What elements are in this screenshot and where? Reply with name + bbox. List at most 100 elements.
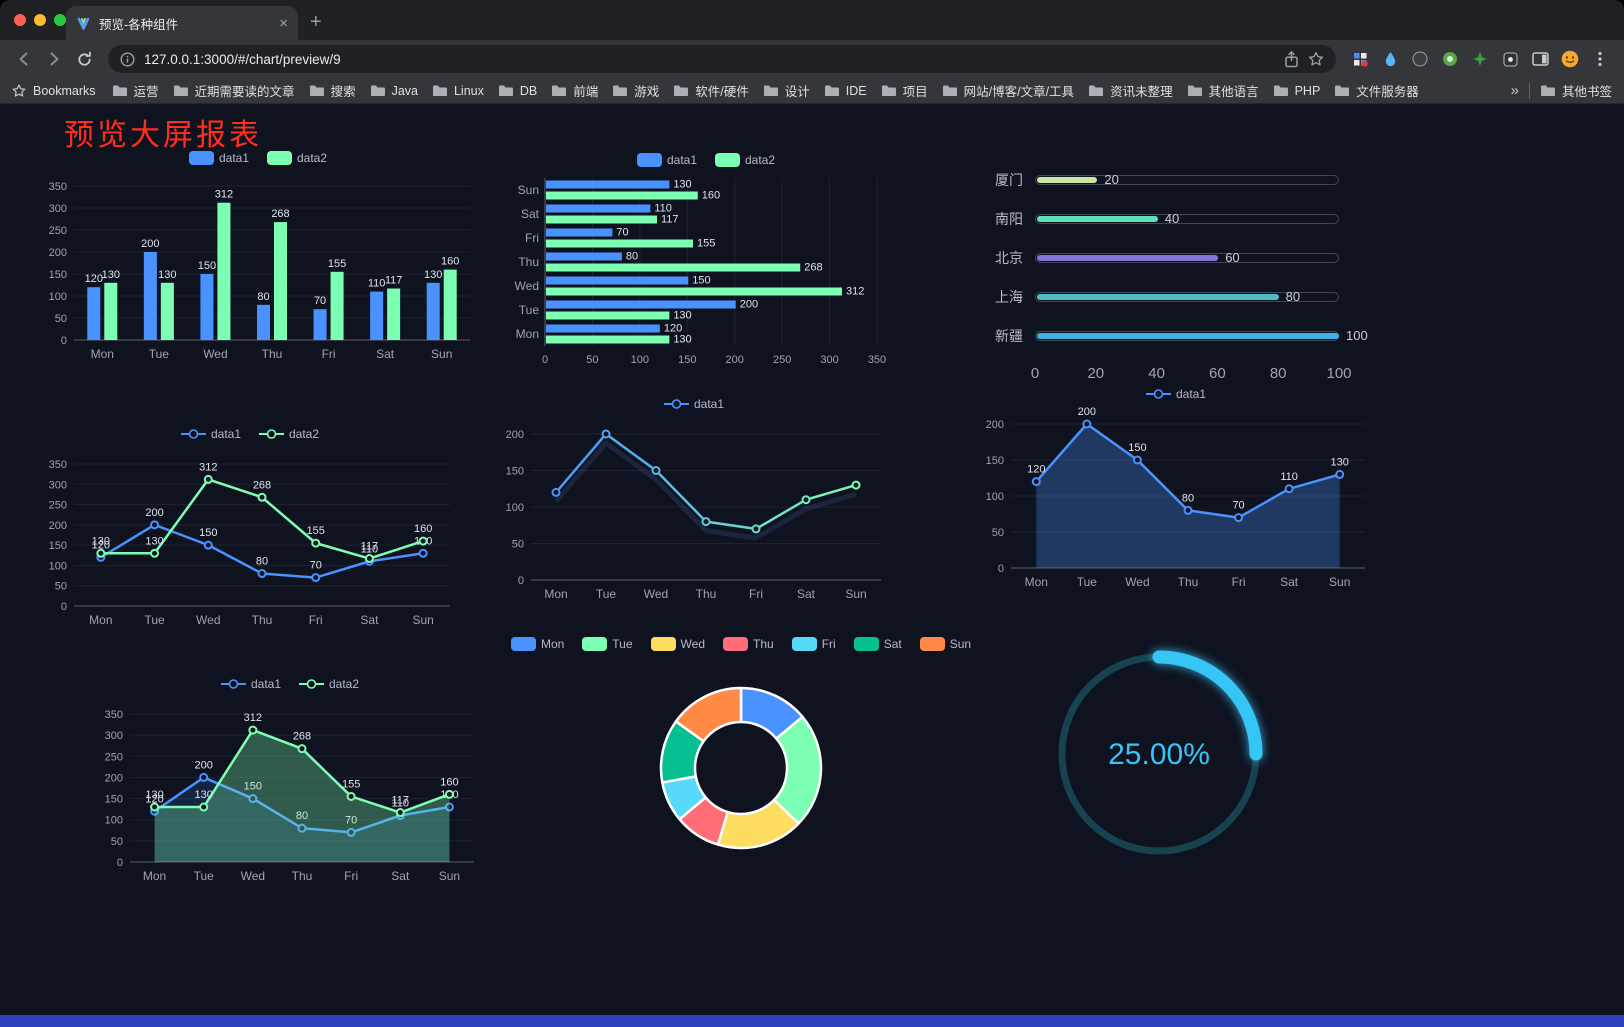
chart-city-progress[interactable]: 厦门 20 南阳 40 北京 60 上海 80 新疆 100 0 20 40 60 80 100 (985, 152, 1385, 392)
extension-icon-dark-circle[interactable] (1408, 46, 1432, 72)
chart-legend: data1 data2 (220, 674, 359, 694)
side-panel-icon[interactable] (1528, 46, 1552, 72)
bookmark-folder[interactable]: 文件服务器 (1334, 81, 1419, 100)
legend-item[interactable]: Sun (919, 637, 971, 651)
legend-item[interactable]: Fri (791, 637, 836, 651)
bookmark-folder[interactable]: 搜索 (309, 81, 356, 100)
legend-item[interactable]: Mon (510, 637, 564, 651)
svg-text:155: 155 (328, 258, 346, 270)
progress-value: 20 (1104, 171, 1119, 187)
bookmark-folder[interactable]: 游戏 (612, 81, 659, 100)
legend-item[interactable]: data1 (188, 151, 249, 165)
forward-button[interactable] (40, 45, 68, 73)
svg-text:100: 100 (631, 354, 649, 366)
bookmark-folder[interactable]: 软件/硬件 (673, 81, 749, 100)
chart-bar-horizontal[interactable]: data1 data2 0 50 100 150 200 250 300 350 Mon 120 13… (505, 150, 907, 372)
bookmark-folder[interactable]: 网站/博客/文章/工具 (942, 81, 1074, 100)
legend-item[interactable]: data2 (267, 151, 327, 165)
extension-icon-green-circle[interactable] (1438, 46, 1462, 72)
legend-item[interactable]: Thu (723, 637, 774, 651)
svg-text:Sun: Sun (1329, 575, 1350, 589)
legend-item[interactable]: data1 (220, 677, 281, 691)
profile-avatar[interactable] (1558, 46, 1582, 72)
line-chart-canvas[interactable]: 0 50 100 150 200 Mon Tue Wed Thu Fri Sat Sun (495, 416, 893, 606)
menu-icon[interactable] (1588, 46, 1612, 72)
chart-legend: data1 (1145, 384, 1206, 404)
bookmark-star-icon[interactable] (1308, 51, 1324, 67)
svg-text:Wed: Wed (644, 587, 668, 601)
legend-item[interactable]: data1 (636, 153, 697, 167)
back-button[interactable] (10, 45, 38, 73)
zoom-window-button[interactable] (54, 14, 66, 26)
chart-week-donut[interactable]: Mon Tue Wed Thu Fri Sat Sun (510, 634, 971, 874)
bookmark-folder[interactable]: Java (370, 84, 418, 98)
folder-icon (1088, 84, 1104, 97)
legend-item[interactable]: data1 (663, 397, 724, 411)
extension-icon-starburst[interactable] (1468, 46, 1492, 72)
legend-item[interactable]: data2 (299, 677, 359, 691)
url-text[interactable]: 127.0.0.1:3000/#/chart/preview/9 (144, 51, 341, 67)
chart-percent-gauge[interactable]: 25.00% (1038, 636, 1280, 876)
legend-item[interactable]: data1 (1145, 387, 1206, 401)
chart-bar-grouped[interactable]: data1 data2 0 50 100 150 200 250 300 350 Mon 120 13… (38, 148, 478, 366)
svg-text:80: 80 (256, 556, 268, 568)
line-chart-canvas[interactable]: 0 50 100 150 200 250 300 350 Mon Tue Wed Thu Fri Sat S… (38, 446, 462, 632)
bookmarks-overflow-chevron[interactable]: » (1510, 82, 1519, 99)
legend-item[interactable]: Sat (853, 637, 902, 651)
bookmark-folder[interactable]: 近期需要读的文章 (173, 81, 295, 100)
extension-icon-drop[interactable] (1378, 46, 1402, 72)
chart-line-gradient[interactable]: data1 0 50 100 150 200 Mon Tue Wed Thu Fri Sat Sun (495, 394, 893, 608)
progress-chart[interactable]: 厦门 20 南阳 40 北京 60 上海 80 新疆 100 0 20 40 60 80 100 (985, 152, 1385, 387)
svg-text:70: 70 (314, 295, 326, 307)
close-tab-icon[interactable]: × (279, 14, 288, 32)
svg-text:200: 200 (986, 419, 1004, 431)
svg-text:0: 0 (61, 601, 67, 613)
bookmark-folder[interactable]: 资讯未整理 (1088, 81, 1173, 100)
extension-icon-grid[interactable] (1348, 46, 1372, 72)
bookmarks-label[interactable]: Bookmarks (12, 84, 96, 98)
line-chart-canvas[interactable]: 0 50 100 150 200 Mon Tue Wed Thu Fri Sat Sun 120 200 1… (975, 406, 1377, 594)
window-controls (14, 14, 66, 26)
legend-item[interactable]: Tue (582, 637, 633, 651)
other-bookmarks[interactable]: 其他书签 (1540, 81, 1612, 100)
bookmark-folder[interactable]: Linux (432, 84, 484, 98)
chart-line-area[interactable]: data1 0 50 100 150 200 Mon Tue Wed Thu Fri Sat Sun 1… (975, 384, 1377, 596)
bookmark-folder[interactable]: 运营 (112, 81, 159, 100)
folder-icon (942, 84, 958, 97)
close-window-button[interactable] (14, 14, 26, 26)
gauge-chart-canvas[interactable]: 25.00% (1038, 636, 1280, 876)
bookmark-folder[interactable]: 项目 (881, 81, 928, 100)
new-tab-button[interactable]: + (310, 11, 322, 33)
legend-item[interactable]: Wed (650, 637, 705, 651)
svg-text:117: 117 (361, 541, 379, 553)
bar-chart-canvas[interactable]: 050100150200250300350Mon120130Tue200130W… (38, 170, 478, 366)
svg-text:150: 150 (506, 466, 524, 478)
bookmark-folder[interactable]: 设计 (763, 81, 810, 100)
browser-tab[interactable]: 预览-各种组件 × (66, 6, 298, 40)
svg-text:0: 0 (542, 354, 548, 366)
minimize-window-button[interactable] (34, 14, 46, 26)
bookmark-folder[interactable]: 其他语言 (1187, 81, 1259, 100)
share-icon[interactable] (1284, 50, 1299, 68)
legend-item[interactable]: data2 (715, 153, 775, 167)
chart-line-two-area[interactable]: data1 data2 0 50 100 150 200 250 300 350 Mon Tue We… (94, 674, 486, 890)
legend-item[interactable]: data1 (180, 427, 241, 441)
svg-text:Fri: Fri (309, 613, 323, 627)
bookmark-folder[interactable]: DB (498, 84, 537, 98)
legend-item[interactable]: data2 (259, 427, 319, 441)
svg-text:Wed: Wed (203, 347, 227, 361)
line-chart-canvas[interactable]: 0 50 100 150 200 250 300 350 Mon Tue Wed Thu Fri Sat S… (94, 696, 486, 888)
extension-icon-pin[interactable] (1498, 46, 1522, 72)
url-bar[interactable]: 127.0.0.1:3000/#/chart/preview/9 (108, 45, 1336, 73)
donut-chart-canvas[interactable] (545, 656, 937, 874)
site-info-icon[interactable] (120, 51, 135, 67)
reload-button[interactable] (70, 45, 98, 73)
bookmark-folder[interactable]: 前端 (551, 81, 598, 100)
progress-track: 40 (1035, 211, 1339, 226)
bookmark-folder[interactable]: IDE (824, 84, 867, 98)
svg-text:Tue: Tue (596, 587, 617, 601)
bookmark-folder[interactable]: PHP (1273, 84, 1320, 98)
chart-line-two[interactable]: data1 data2 0 50 100 150 200 250 300 350 Mon Tue We… (38, 424, 462, 634)
